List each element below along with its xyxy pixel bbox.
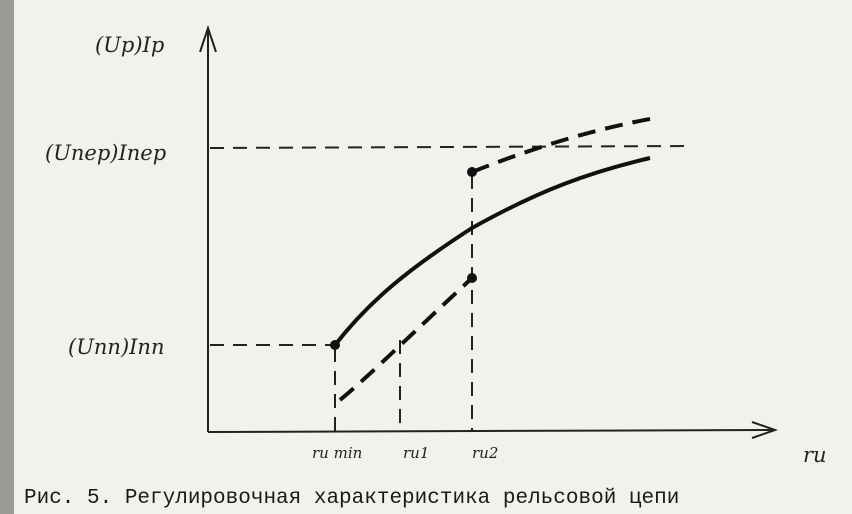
lower-dashed-curve <box>338 276 474 402</box>
x-point-label: rи1 <box>403 444 429 462</box>
x-point-label: rи2 <box>472 444 498 462</box>
guide-upper <box>209 145 686 149</box>
x-axis-label: rи <box>803 443 827 467</box>
point <box>467 273 477 283</box>
point <box>467 167 477 177</box>
x-arrow <box>751 421 779 439</box>
y-level-label: (Uпер)Iпер <box>45 141 166 165</box>
x-axis <box>207 429 773 433</box>
y-axis-label: (Uр)Iр <box>95 33 164 57</box>
x-point-label: rи min <box>312 444 362 462</box>
axes <box>199 24 779 439</box>
y-level-label: (Uпп)Iпп <box>68 335 164 359</box>
upper-dashed-curve <box>471 116 656 174</box>
guides <box>209 145 686 432</box>
y-arrow <box>199 24 217 53</box>
point <box>330 340 340 350</box>
characteristic-curve <box>333 156 651 347</box>
caption: Рис. 5. Регулировочная характеристика ре… <box>24 487 679 510</box>
scan-edge <box>0 0 14 514</box>
